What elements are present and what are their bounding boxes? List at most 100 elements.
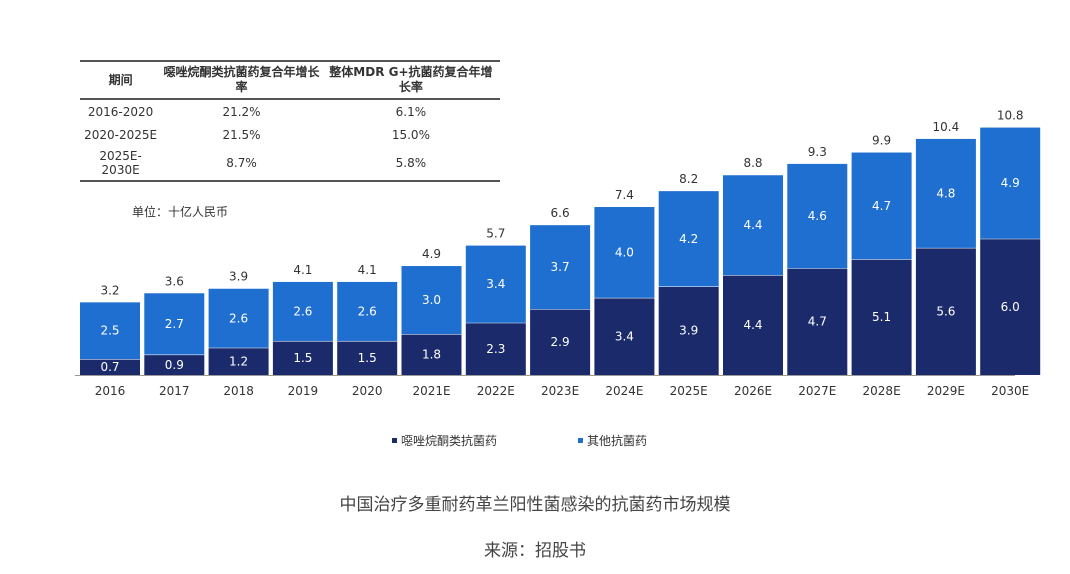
total-label: 3.9 xyxy=(229,270,248,284)
total-label: 8.2 xyxy=(679,172,698,186)
unit-label: 单位：十亿人民币 xyxy=(132,205,229,219)
data-label: 2.6 xyxy=(229,311,248,325)
x-tick-label: 2022E xyxy=(477,384,515,398)
table-cell: 2016-2020 xyxy=(87,104,154,119)
total-label: 9.9 xyxy=(872,134,891,148)
table-cell: 21.5% xyxy=(222,127,261,142)
data-label: 4.7 xyxy=(808,315,827,329)
data-label: 4.4 xyxy=(743,218,762,232)
data-label: 5.1 xyxy=(872,310,891,324)
total-label: 9.3 xyxy=(808,145,827,159)
total-label: 6.6 xyxy=(551,206,570,220)
bar-segment xyxy=(915,138,976,248)
data-label: 4.7 xyxy=(872,199,891,213)
bar-segment xyxy=(208,347,269,375)
data-label: 1.2 xyxy=(229,354,248,368)
bar-segment xyxy=(80,359,140,375)
bar-segment xyxy=(337,281,398,341)
data-label: 3.0 xyxy=(422,293,441,307)
table-header: 期间 xyxy=(80,60,162,100)
data-label: 2.9 xyxy=(551,335,570,349)
bar-segment xyxy=(144,293,205,355)
total-label: 4.9 xyxy=(422,247,441,261)
bar-segment xyxy=(723,275,783,375)
bar-segment xyxy=(272,281,333,341)
data-label: 2.7 xyxy=(165,317,184,331)
data-label: 1.8 xyxy=(422,348,441,362)
data-label: 3.4 xyxy=(486,277,505,291)
table-cell: 15.0% xyxy=(391,127,430,142)
bar-segment xyxy=(594,297,655,375)
table-cell: 2020-2025E xyxy=(84,127,158,142)
data-label: 1.5 xyxy=(358,351,377,365)
bar-segment xyxy=(465,322,526,375)
table-cell: 5.8% xyxy=(321,146,500,182)
chart-caption: 中国治疗多重耐药革兰阳性菌感染的抗菌药市场规模 xyxy=(339,495,731,515)
data-label: 4.0 xyxy=(615,245,634,259)
table-cell: 8.7% xyxy=(161,146,322,182)
cagr-table: 期间 噁唑烷酮类抗菌药复合年增长率 整体MDR G+抗菌药复合年增长率 2016… xyxy=(80,60,500,182)
bar-segment xyxy=(530,225,591,310)
bar-segment xyxy=(787,163,848,269)
data-label: 0.9 xyxy=(165,358,184,372)
bar-segment xyxy=(144,354,205,375)
legend-label: 其他抗菌药 xyxy=(587,433,647,448)
x-tick-label: 2026E xyxy=(734,384,772,398)
bar-segment xyxy=(272,340,333,375)
x-tick-label: 2024E xyxy=(605,384,643,398)
data-label: 5.6 xyxy=(936,304,955,318)
table-row: 2020-2025E 21.5% 15.0% xyxy=(80,123,500,146)
bar-segment xyxy=(658,286,719,375)
table-row: 2016-2020 21.2% 6.1% xyxy=(80,99,500,123)
x-tick-label: 2019 xyxy=(288,384,319,398)
bar-segment xyxy=(915,247,976,375)
bar-segment xyxy=(851,152,912,260)
total-label: 10.4 xyxy=(933,120,960,134)
bar-segment xyxy=(401,266,462,335)
x-tick-label: 2018 xyxy=(223,384,254,398)
legend-label: 噁唑烷酮类抗菌药 xyxy=(401,433,497,448)
data-label: 4.6 xyxy=(808,209,827,223)
x-tick-label: 2030E xyxy=(991,384,1029,398)
legend-marker xyxy=(578,438,583,443)
bar-segment xyxy=(465,245,526,323)
bar-segment xyxy=(530,309,591,375)
x-tick-label: 2029E xyxy=(927,384,965,398)
table-cell: 2025E-2030E xyxy=(80,146,162,182)
data-label: 4.2 xyxy=(679,232,698,246)
total-label: 7.4 xyxy=(615,188,634,202)
x-tick-label: 2017 xyxy=(159,384,190,398)
total-label: 8.8 xyxy=(743,156,762,170)
bar-segment xyxy=(658,191,719,287)
bar-segment xyxy=(80,302,140,360)
x-tick-label: 2020 xyxy=(352,384,383,398)
x-tick-label: 2021E xyxy=(412,384,450,398)
bar-segment xyxy=(723,175,783,276)
data-label: 4.8 xyxy=(936,186,955,200)
bar-segment xyxy=(980,238,1041,375)
data-label: 2.6 xyxy=(293,304,312,318)
x-tick-label: 2025E xyxy=(670,384,708,398)
total-label: 3.6 xyxy=(165,274,184,288)
legend-marker xyxy=(392,438,397,443)
bar-segment xyxy=(851,259,912,375)
bar-segment xyxy=(594,207,655,298)
total-label: 3.2 xyxy=(100,283,119,297)
total-label: 4.1 xyxy=(293,263,312,277)
data-label: 2.6 xyxy=(358,304,377,318)
data-label: 3.4 xyxy=(615,329,634,343)
data-label: 0.7 xyxy=(100,360,119,374)
bar-chart: 0.7 2.5 3.2 2016 0.9 2.7 3.6 2017 1.2 2.6 3.9 2018 1… xyxy=(75,109,1041,448)
bar-segment xyxy=(337,340,398,375)
table-cell: 21.2% xyxy=(222,104,261,119)
data-label: 1.5 xyxy=(293,351,312,365)
data-label: 3.7 xyxy=(551,260,570,274)
total-label: 4.1 xyxy=(358,263,377,277)
data-label: 2.3 xyxy=(486,342,505,356)
bar-segment xyxy=(401,334,462,375)
x-tick-label: 2027E xyxy=(798,384,836,398)
source-label: 来源：招股书 xyxy=(484,541,586,561)
table-row: 2025E-2030E 8.7% 5.8% xyxy=(80,146,500,182)
data-label: 6.0 xyxy=(1001,300,1020,314)
